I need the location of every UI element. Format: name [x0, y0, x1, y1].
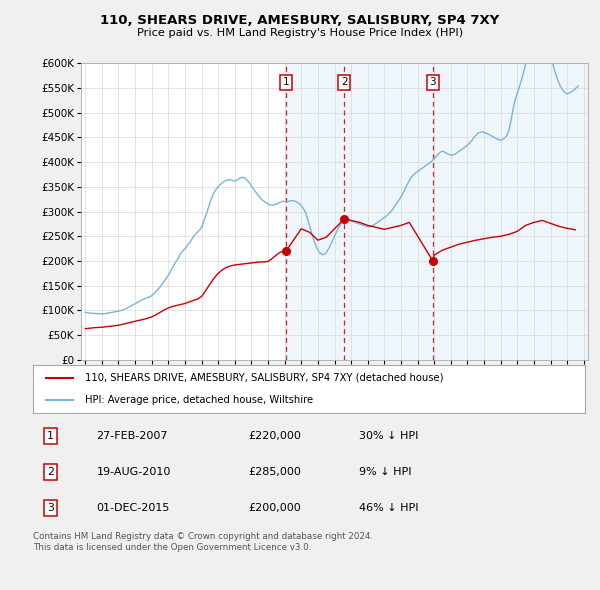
Text: 110, SHEARS DRIVE, AMESBURY, SALISBURY, SP4 7XY: 110, SHEARS DRIVE, AMESBURY, SALISBURY, …	[100, 14, 500, 27]
Text: £200,000: £200,000	[248, 503, 301, 513]
Text: 1: 1	[47, 431, 54, 441]
Text: 1: 1	[283, 77, 289, 87]
Bar	[344, 63, 433, 360]
Text: 2: 2	[341, 77, 347, 87]
Bar	[433, 63, 588, 360]
Text: 46% ↓ HPI: 46% ↓ HPI	[359, 503, 418, 513]
Text: 3: 3	[47, 503, 54, 513]
Text: 9% ↓ HPI: 9% ↓ HPI	[359, 467, 411, 477]
Text: 2: 2	[47, 467, 54, 477]
Bar	[286, 63, 344, 360]
Text: Price paid vs. HM Land Registry's House Price Index (HPI): Price paid vs. HM Land Registry's House …	[137, 28, 463, 38]
Text: 27-FEB-2007: 27-FEB-2007	[97, 431, 168, 441]
Text: 30% ↓ HPI: 30% ↓ HPI	[359, 431, 418, 441]
Text: £285,000: £285,000	[248, 467, 301, 477]
Text: HPI: Average price, detached house, Wiltshire: HPI: Average price, detached house, Wilt…	[85, 395, 314, 405]
Text: 3: 3	[430, 77, 436, 87]
Text: Contains HM Land Registry data © Crown copyright and database right 2024.
This d: Contains HM Land Registry data © Crown c…	[33, 532, 373, 552]
Text: £220,000: £220,000	[248, 431, 301, 441]
Text: 01-DEC-2015: 01-DEC-2015	[97, 503, 170, 513]
Text: 110, SHEARS DRIVE, AMESBURY, SALISBURY, SP4 7XY (detached house): 110, SHEARS DRIVE, AMESBURY, SALISBURY, …	[85, 373, 444, 383]
Text: 19-AUG-2010: 19-AUG-2010	[97, 467, 171, 477]
